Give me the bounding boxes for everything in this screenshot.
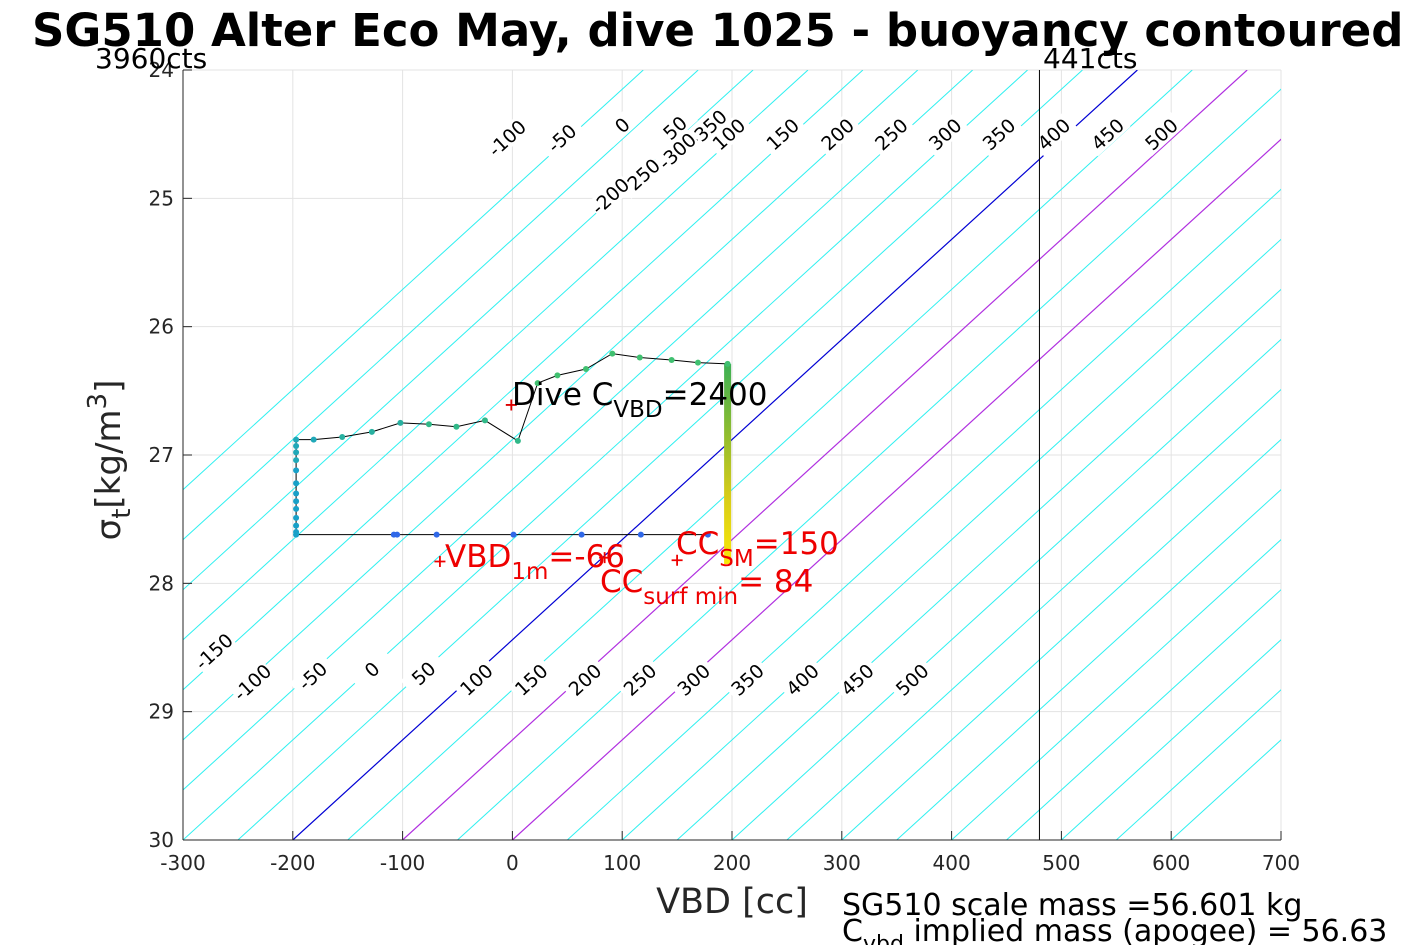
dive-point-1	[695, 360, 701, 366]
dive-point-10	[453, 424, 459, 430]
dive-point-21	[293, 480, 299, 486]
dive-point-28	[293, 532, 299, 538]
cc-sm-post: =150	[754, 526, 839, 562]
dive-point-30	[394, 532, 400, 538]
dive-point-18	[293, 449, 299, 455]
dive-point-23	[293, 498, 299, 504]
vbd-1m-pre: VBD	[445, 539, 511, 575]
dive-point-24	[293, 506, 299, 512]
cc-surf-post: = 84	[738, 564, 813, 600]
dive-point-4	[609, 351, 615, 357]
y-axis-label-sub: t	[107, 509, 137, 519]
dive-point-0	[725, 361, 731, 367]
y-tick-label-2: 26	[149, 315, 174, 339]
x-tick-label-10: 700	[1262, 851, 1300, 875]
y-axis-label: σt[kg/m3]	[83, 380, 137, 541]
dive-point-17	[293, 443, 299, 449]
dive-point-31	[434, 532, 440, 538]
cc-sm-pre: CC	[676, 526, 719, 562]
implied-mass-sub: vbd	[863, 932, 904, 945]
y-axis-label-sigma: σ	[89, 519, 129, 541]
dive-point-19	[293, 457, 299, 463]
y-axis-label-group: σt[kg/m3]	[83, 380, 137, 541]
chart-title: SG510 Alter Eco May, dive 1025 - buoyanc…	[32, 4, 1403, 57]
y-axis-label-sup: 3	[83, 393, 113, 410]
dive-point-3	[637, 354, 643, 360]
x-axis-label: VBD [cc]	[656, 882, 808, 922]
y-tick-label-3: 27	[149, 443, 174, 467]
y-axis-label-close: ]	[89, 380, 129, 393]
dive-cvbd-pre: Dive C	[512, 377, 613, 413]
dive-point-16	[293, 437, 299, 443]
y-tick-label-6: 30	[149, 828, 174, 852]
x-tick-label-1: -200	[270, 851, 315, 875]
implied-mass-pre: C	[842, 914, 863, 945]
dive-point-12	[397, 420, 403, 426]
implied-mass-post: implied mass (apogee) = 56.63	[904, 914, 1388, 945]
dive-point-34	[638, 532, 644, 538]
x-tick-label-9: 600	[1152, 851, 1190, 875]
vbd-1m-sub: 1m	[511, 559, 548, 585]
y-tick-label-1: 25	[149, 186, 174, 210]
x-tick-label-3: 0	[506, 851, 519, 875]
y-tick-label-4: 28	[149, 571, 174, 595]
dive-point-26	[293, 523, 299, 529]
dive-point-33	[579, 532, 585, 538]
y-axis-label-unit: [kg/m	[89, 409, 129, 508]
x-tick-label-4: 100	[603, 851, 641, 875]
dive-point-32	[510, 532, 516, 538]
cc-surf-pre: CC	[600, 564, 643, 600]
dive-cvbd-post: =2400	[663, 377, 768, 413]
dive-point-11	[426, 421, 432, 427]
dive-point-25	[293, 515, 299, 521]
implied-mass-text: Cvbd implied mass (apogee) = 56.63	[842, 914, 1387, 945]
dive-point-20	[293, 467, 299, 473]
x-tick-label-5: 200	[713, 851, 751, 875]
dive-point-2	[669, 357, 675, 363]
x-tick-label-8: 500	[1042, 851, 1080, 875]
dive-point-8	[515, 438, 521, 444]
dive-cvbd-sub: VBD	[613, 397, 662, 423]
y-tick-label-5: 29	[149, 700, 174, 724]
cc-surf-sub: surf min	[643, 584, 738, 610]
x-tick-label-7: 400	[933, 851, 971, 875]
x-tick-label-2: -100	[380, 851, 425, 875]
dive-point-5	[583, 366, 589, 372]
dive-point-13	[369, 429, 375, 435]
x-tick-label-6: 300	[823, 851, 861, 875]
dive-point-15	[311, 437, 317, 443]
x-tick-label-0: -300	[160, 851, 205, 875]
dive-point-14	[339, 434, 345, 440]
dive-point-9	[482, 417, 488, 423]
dive-point-22	[293, 491, 299, 497]
